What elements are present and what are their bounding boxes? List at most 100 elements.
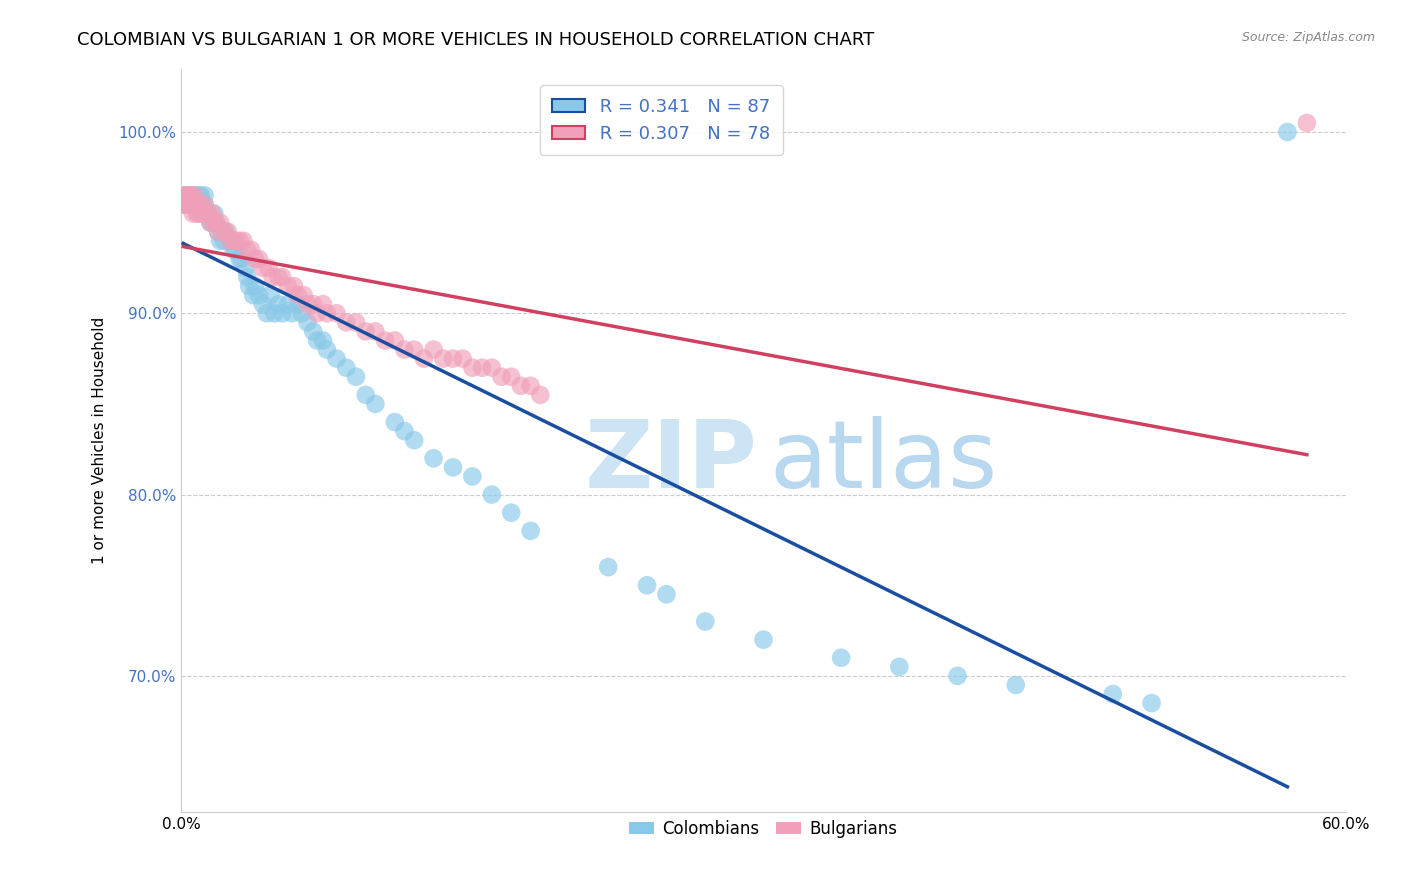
Point <box>184 197 207 211</box>
Point <box>187 197 209 211</box>
Point <box>501 369 523 384</box>
Point <box>302 297 325 311</box>
Point <box>194 197 217 211</box>
Point <box>1140 696 1163 710</box>
Text: ZIP: ZIP <box>585 417 758 508</box>
Point <box>312 334 335 348</box>
Point <box>176 197 198 211</box>
Point <box>197 206 219 220</box>
Point <box>297 297 319 311</box>
Point <box>205 216 228 230</box>
Point <box>236 243 259 257</box>
Point <box>176 197 198 211</box>
Point <box>200 216 222 230</box>
Point <box>225 243 247 257</box>
Point <box>364 325 387 339</box>
Point <box>335 315 357 329</box>
Point <box>212 225 235 239</box>
Point <box>221 234 243 248</box>
Point <box>218 234 240 248</box>
Point <box>202 206 225 220</box>
Text: COLOMBIAN VS BULGARIAN 1 OR MORE VEHICLES IN HOUSEHOLD CORRELATION CHART: COLOMBIAN VS BULGARIAN 1 OR MORE VEHICLE… <box>77 31 875 49</box>
Point <box>184 197 207 211</box>
Point <box>252 297 274 311</box>
Point <box>412 351 434 366</box>
Point <box>432 351 454 366</box>
Point <box>187 188 209 202</box>
Point <box>422 451 444 466</box>
Point <box>181 188 204 202</box>
Point <box>242 288 264 302</box>
Point <box>655 587 678 601</box>
Point <box>180 188 202 202</box>
Point <box>946 669 969 683</box>
Point <box>247 252 270 266</box>
Point <box>830 650 852 665</box>
Point <box>271 270 294 285</box>
Point <box>172 197 194 211</box>
Point <box>174 197 197 211</box>
Point <box>291 306 314 320</box>
Point <box>1004 678 1026 692</box>
Point <box>315 306 337 320</box>
Text: Source: ZipAtlas.com: Source: ZipAtlas.com <box>1241 31 1375 45</box>
Point <box>222 234 245 248</box>
Point <box>374 334 396 348</box>
Point <box>267 297 290 311</box>
Point <box>195 206 218 220</box>
Point <box>471 360 494 375</box>
Point <box>257 260 280 275</box>
Point <box>180 188 202 202</box>
Point <box>209 216 232 230</box>
Point <box>277 297 299 311</box>
Point <box>422 343 444 357</box>
Point <box>207 225 229 239</box>
Point <box>177 197 200 211</box>
Point <box>217 225 239 239</box>
Point <box>281 306 304 320</box>
Point <box>262 270 284 285</box>
Point <box>267 270 290 285</box>
Point <box>190 197 212 211</box>
Point <box>215 225 238 239</box>
Point <box>222 243 245 257</box>
Point <box>176 188 198 202</box>
Point <box>315 343 337 357</box>
Point <box>218 234 240 248</box>
Text: atlas: atlas <box>769 417 997 508</box>
Point <box>207 225 229 239</box>
Point <box>172 197 194 211</box>
Point <box>186 197 208 211</box>
Point <box>461 360 484 375</box>
Point <box>325 351 347 366</box>
Point <box>186 197 208 211</box>
Point <box>501 506 523 520</box>
Point <box>1101 687 1123 701</box>
Point <box>256 306 278 320</box>
Point <box>186 197 208 211</box>
Point <box>529 388 551 402</box>
Point <box>209 234 232 248</box>
Point <box>1295 116 1317 130</box>
Point <box>354 325 377 339</box>
Legend: Colombians, Bulgarians: Colombians, Bulgarians <box>623 814 904 845</box>
Point <box>202 216 225 230</box>
Point <box>752 632 775 647</box>
Point <box>243 279 266 293</box>
Point <box>200 216 222 230</box>
Point <box>240 243 263 257</box>
Point <box>302 325 325 339</box>
Point <box>283 279 305 293</box>
Point <box>287 288 309 302</box>
Point <box>598 560 620 574</box>
Y-axis label: 1 or more Vehicles in Household: 1 or more Vehicles in Household <box>93 317 107 564</box>
Point <box>277 279 299 293</box>
Point <box>180 197 202 211</box>
Point <box>225 234 247 248</box>
Point <box>271 306 294 320</box>
Point <box>211 225 233 239</box>
Point <box>228 252 250 266</box>
Point <box>307 334 329 348</box>
Point <box>252 260 274 275</box>
Point <box>181 197 204 211</box>
